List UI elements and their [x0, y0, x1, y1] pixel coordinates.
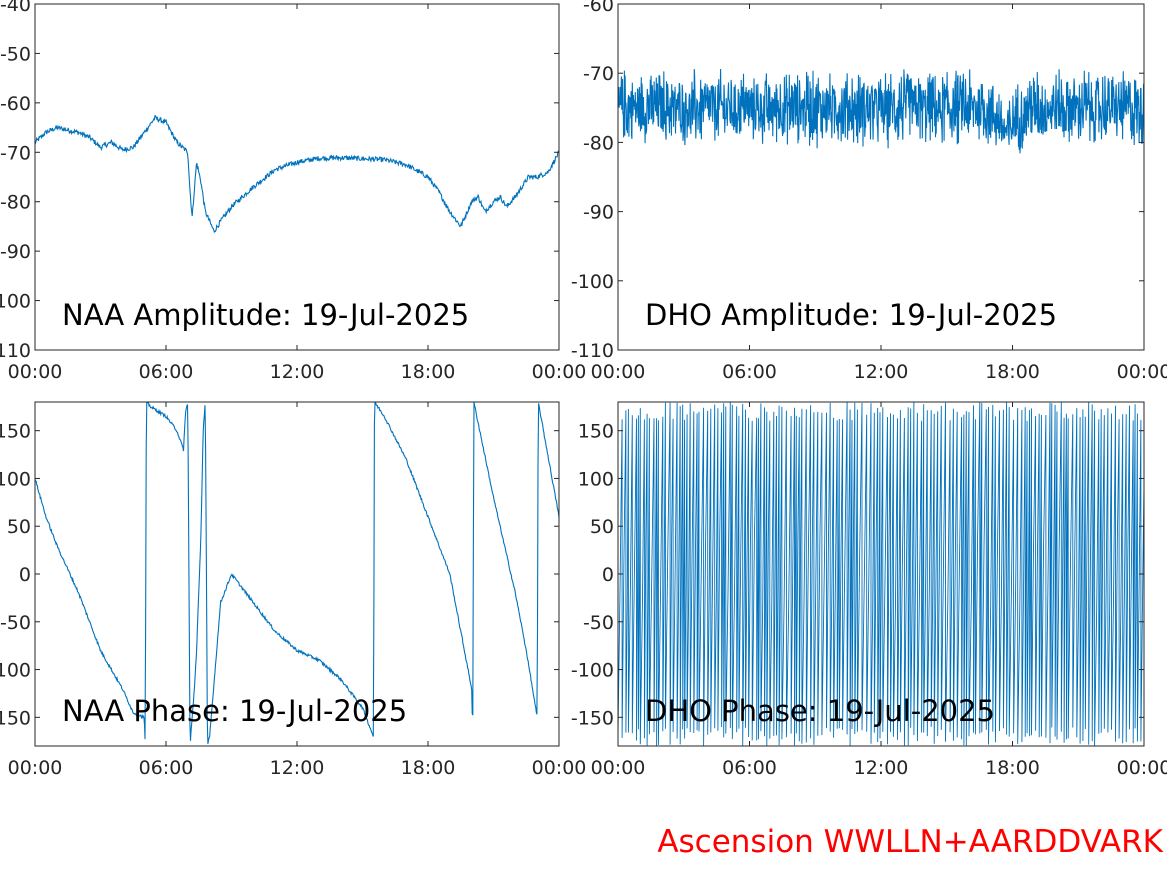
- y-tick-label: -60: [0, 93, 31, 115]
- series-line: [618, 402, 1144, 746]
- x-tick-label: 06:00: [722, 361, 777, 383]
- y-tick-label: -60: [583, 0, 614, 16]
- y-tick-label: -110: [0, 340, 31, 362]
- y-tick-label: -100: [571, 660, 614, 682]
- y-tick-label: 50: [590, 516, 614, 538]
- x-tick-label: 00:00: [532, 757, 587, 779]
- y-tick-label: -100: [571, 271, 614, 293]
- y-tick-label: -150: [0, 707, 31, 729]
- x-tick-label: 12:00: [854, 361, 909, 383]
- y-tick-label: -110: [571, 340, 614, 362]
- series-line: [35, 115, 559, 234]
- y-tick-label: -80: [0, 192, 31, 214]
- y-tick-label: -100: [0, 291, 31, 313]
- footer-label: Ascension WWLLN+AARDDVARK: [657, 824, 1163, 860]
- chart-panel-dho-phase: 00:00 06:00 12:00 18:00 00:00 -150 -100 -50 0 50 1…: [571, 401, 1167, 779]
- y-tick-label: -50: [0, 612, 31, 634]
- chart-title: NAA Phase: 19-Jul-2025: [62, 694, 407, 728]
- y-tick-label: 100: [578, 468, 614, 490]
- x-tick-label: 06:00: [722, 757, 777, 779]
- series-line: [618, 68, 1144, 154]
- chart-panel-naa-amplitude: 00:0006:0012:0018:0000:00-110-100-90-80-…: [0, 0, 586, 383]
- chart-title: DHO Phase: 19-Jul-2025: [645, 694, 995, 728]
- x-tick-label: 00:00: [1117, 757, 1167, 779]
- x-tick-label: 12:00: [854, 757, 909, 779]
- y-tick-label: -50: [0, 43, 31, 65]
- chart-panel-naa-phase: 00:00 06:00 12:00 18:00 00:00 -150 -100 -50 0 50 1…: [0, 401, 586, 779]
- y-tick-label: 0: [19, 564, 31, 586]
- x-tick-label: 06:00: [139, 757, 194, 779]
- y-tick-label: 50: [7, 516, 31, 538]
- x-tick-label: 00:00: [591, 757, 646, 779]
- x-tick-label: 18:00: [985, 757, 1040, 779]
- x-tick-label: 12:00: [270, 361, 325, 383]
- y-tick-label: -150: [571, 707, 614, 729]
- chart-panel-dho-amplitude: 00:00 06:00 12:00 18:00 00:00-110-100-90-80-…: [571, 0, 1167, 383]
- x-tick-label: 00:00: [8, 757, 63, 779]
- x-tick-label: 12:00: [270, 757, 325, 779]
- y-tick-label: -50: [583, 612, 614, 634]
- y-tick-label: -90: [583, 202, 614, 224]
- x-tick-label: 00:00: [1117, 361, 1167, 383]
- x-tick-label: 18:00: [401, 361, 456, 383]
- y-tick-label: -80: [583, 132, 614, 154]
- x-tick-label: 00:00: [8, 361, 63, 383]
- x-tick-label: 00:00: [532, 361, 587, 383]
- series-line: [35, 402, 559, 744]
- y-tick-label: -40: [0, 0, 31, 16]
- x-tick-label: 18:00: [401, 757, 456, 779]
- x-tick-label: 18:00: [985, 361, 1040, 383]
- y-tick-label: -90: [0, 241, 31, 263]
- y-tick-label: 100: [0, 468, 31, 490]
- x-tick-label: 06:00: [139, 361, 194, 383]
- y-tick-label: -100: [0, 660, 31, 682]
- chart-title: DHO Amplitude: 19-Jul-2025: [645, 298, 1057, 332]
- chart-title: NAA Amplitude: 19-Jul-2025: [62, 298, 469, 332]
- y-tick-label: 150: [578, 421, 614, 443]
- x-tick-label: 00:00: [591, 361, 646, 383]
- y-tick-label: 150: [0, 421, 31, 443]
- y-tick-label: 0: [602, 564, 614, 586]
- y-tick-label: -70: [0, 142, 31, 164]
- y-tick-label: -70: [583, 63, 614, 85]
